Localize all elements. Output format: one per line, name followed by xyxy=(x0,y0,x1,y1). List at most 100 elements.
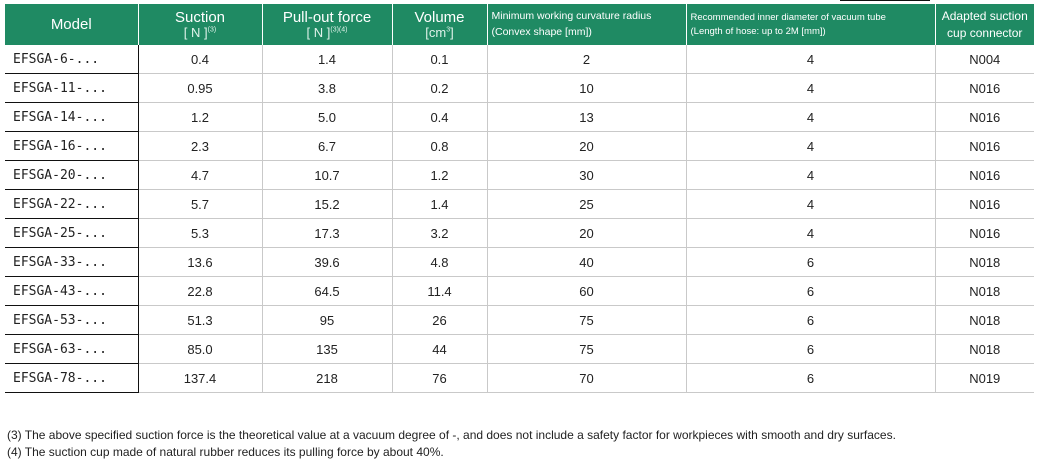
table-row: EFSGA-6-... 0.4 1.4 0.1 2 4 N004 xyxy=(5,45,1034,74)
header-suction-label: Suction xyxy=(174,8,226,26)
volume-unit-text: [cm xyxy=(425,24,447,40)
cell-tube: 6 xyxy=(686,363,936,393)
table-row: EFSGA-43-... 22.8 64.5 11.4 60 6 N018 xyxy=(5,276,1034,306)
cell-suction: 0.4 xyxy=(138,45,263,74)
cell-volume: 3.2 xyxy=(392,218,488,248)
table-row: EFSGA-53-... 51.3 95 26 75 6 N018 xyxy=(5,305,1034,335)
cell-curvature: 70 xyxy=(487,363,687,393)
header-connector: Adapted suction cup connector xyxy=(935,4,1034,45)
header-connector-line2: cup connector xyxy=(947,25,1023,40)
pullout-ref: (3)(4) xyxy=(330,26,348,34)
cell-pullout: 135 xyxy=(262,334,393,364)
cell-connector: N018 xyxy=(935,305,1034,335)
header-model: Model xyxy=(5,4,139,45)
header-tube-line2: (Length of hose: up to 2M [mm]) xyxy=(690,25,826,37)
header-curvature: Minimum working curvature radius (Convex… xyxy=(487,4,687,45)
cell-suction: 5.3 xyxy=(138,218,263,248)
cell-model: EFSGA-78-... xyxy=(5,363,139,393)
cell-volume: 76 xyxy=(392,363,488,393)
footnote-4: (4) The suction cup made of natural rubb… xyxy=(7,445,444,459)
header-tube: Recommended inner diameter of vacuum tub… xyxy=(686,4,936,45)
header-volume-label: Volume xyxy=(414,8,465,26)
cell-pullout: 1.4 xyxy=(262,45,393,74)
volume-sup: 3 xyxy=(446,26,451,34)
table-header: Model Suction [ N ](3) Pull-out force [ … xyxy=(5,4,1034,45)
cell-connector: N016 xyxy=(935,218,1034,248)
cell-volume: 26 xyxy=(392,305,488,335)
cell-model: EFSGA-16-... xyxy=(5,131,139,161)
cell-curvature: 20 xyxy=(487,131,687,161)
header-connector-line1: Adapted suction xyxy=(941,8,1028,23)
cell-suction: 1.2 xyxy=(138,102,263,132)
cell-volume: 4.8 xyxy=(392,247,488,277)
cell-suction: 22.8 xyxy=(138,276,263,306)
cell-curvature: 10 xyxy=(487,73,687,103)
cell-pullout: 5.0 xyxy=(262,102,393,132)
cell-connector: N016 xyxy=(935,160,1034,190)
cell-suction: 5.7 xyxy=(138,189,263,219)
pullout-unit-text: [ N ] xyxy=(306,24,331,40)
cell-pullout: 17.3 xyxy=(262,218,393,248)
cell-tube: 4 xyxy=(686,189,936,219)
cell-model: EFSGA-53-... xyxy=(5,305,139,335)
cell-model: EFSGA-11-... xyxy=(5,73,139,103)
cell-curvature: 20 xyxy=(487,218,687,248)
header-model-label: Model xyxy=(50,15,92,33)
cell-connector: N018 xyxy=(935,276,1034,306)
cell-pullout: 3.8 xyxy=(262,73,393,103)
table-row: EFSGA-63-... 85.0 135 44 75 6 N018 xyxy=(5,334,1034,364)
cell-connector: N016 xyxy=(935,73,1034,103)
table-row: EFSGA-33-... 13.6 39.6 4.8 40 6 N018 xyxy=(5,247,1034,277)
cell-curvature: 13 xyxy=(487,102,687,132)
header-pullout: Pull-out force [ N ](3)(4) xyxy=(262,4,393,45)
cell-volume: 11.4 xyxy=(392,276,488,306)
cell-pullout: 10.7 xyxy=(262,160,393,190)
header-volume: Volume [cm3] xyxy=(392,4,488,45)
cell-curvature: 30 xyxy=(487,160,687,190)
cell-tube: 4 xyxy=(686,218,936,248)
cell-connector: N018 xyxy=(935,334,1034,364)
top-edge xyxy=(0,0,1045,4)
cell-suction: 4.7 xyxy=(138,160,263,190)
cell-pullout: 15.2 xyxy=(262,189,393,219)
cell-volume: 0.4 xyxy=(392,102,488,132)
cell-volume: 0.2 xyxy=(392,73,488,103)
top-underline-mark xyxy=(840,0,930,1)
table-row: EFSGA-20-... 4.7 10.7 1.2 30 4 N016 xyxy=(5,160,1034,190)
cell-model: EFSGA-20-... xyxy=(5,160,139,190)
cell-pullout: 95 xyxy=(262,305,393,335)
cell-tube: 4 xyxy=(686,131,936,161)
header-pullout-unit: [ N ](3)(4) xyxy=(263,24,392,40)
cell-model: EFSGA-33-... xyxy=(5,247,139,277)
header-suction: Suction [ N ](3) xyxy=(138,4,263,45)
cell-volume: 0.8 xyxy=(392,131,488,161)
cell-connector: N016 xyxy=(935,189,1034,219)
cell-pullout: 6.7 xyxy=(262,131,393,161)
cell-connector: N018 xyxy=(935,247,1034,277)
header-tube-line1: Recommended inner diameter of vacuum tub… xyxy=(690,11,886,23)
cell-model: EFSGA-22-... xyxy=(5,189,139,219)
cell-tube: 6 xyxy=(686,247,936,277)
header-curvature-line1: Minimum working curvature radius xyxy=(491,10,652,23)
cell-connector: N016 xyxy=(935,131,1034,161)
cell-suction: 137.4 xyxy=(138,363,263,393)
cell-connector: N019 xyxy=(935,363,1034,393)
volume-unit-close: ] xyxy=(450,24,454,40)
cell-suction: 13.6 xyxy=(138,247,263,277)
suction-unit-text: [ N ] xyxy=(183,24,208,40)
table-row: EFSGA-78-... 137.4 218 76 70 6 N019 xyxy=(5,363,1034,393)
cell-pullout: 64.5 xyxy=(262,276,393,306)
cell-tube: 6 xyxy=(686,276,936,306)
cell-tube: 6 xyxy=(686,334,936,364)
cell-volume: 1.4 xyxy=(392,189,488,219)
cell-connector: N004 xyxy=(935,45,1034,74)
cell-curvature: 40 xyxy=(487,247,687,277)
cell-suction: 85.0 xyxy=(138,334,263,364)
cell-curvature: 25 xyxy=(487,189,687,219)
cell-curvature: 2 xyxy=(487,45,687,74)
cell-tube: 4 xyxy=(686,102,936,132)
table-body: EFSGA-6-... 0.4 1.4 0.1 2 4 N004 EFSGA-11-... 0.… xyxy=(5,45,1034,393)
cell-model: EFSGA-43-... xyxy=(5,276,139,306)
cell-tube: 4 xyxy=(686,160,936,190)
footnote-3: (3) The above specified suction force is… xyxy=(7,428,896,442)
